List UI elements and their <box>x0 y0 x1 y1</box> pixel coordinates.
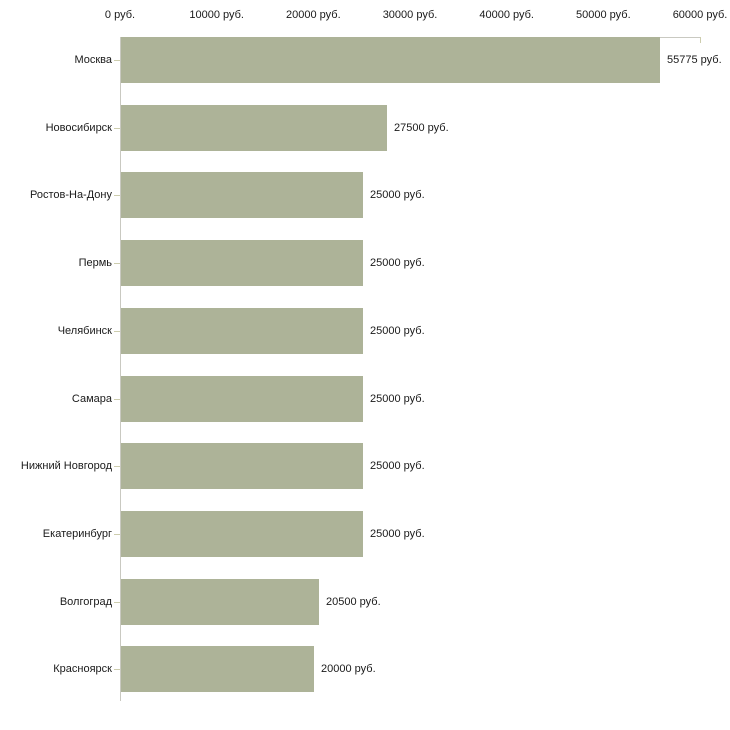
bar <box>121 37 660 83</box>
y-tick-mark <box>114 399 120 400</box>
y-category-label: Нижний Новгород <box>20 460 112 473</box>
y-tick-mark <box>114 195 120 196</box>
x-tick-label: 40000 руб. <box>479 9 534 21</box>
bar-value-label: 25000 руб. <box>370 392 425 405</box>
bar-value-label: 25000 руб. <box>370 189 425 202</box>
y-category-label: Москва <box>74 54 112 66</box>
bar <box>121 578 319 625</box>
bar-value-label: 20500 руб. <box>326 595 381 608</box>
y-category-label: Ростов-На-Дону <box>29 189 112 202</box>
x-tick-label: 50000 руб. <box>576 9 631 21</box>
x-tick-label: 20000 руб. <box>286 9 341 21</box>
y-tick-mark <box>114 602 120 603</box>
bar <box>121 307 363 354</box>
bar <box>121 443 363 490</box>
y-category-label: Екатеринбург <box>42 527 112 540</box>
bar-value-label: 25000 руб. <box>370 324 425 337</box>
y-category-label: Пермь <box>78 257 112 270</box>
y-category-label: Челябинск <box>57 324 112 337</box>
x-tick-label: 60000 руб. <box>672 9 728 21</box>
bar <box>121 510 363 557</box>
y-category-label: Красноярск <box>53 663 112 676</box>
bar <box>121 104 387 151</box>
bar <box>121 646 314 693</box>
y-category-label: Новосибирск <box>45 121 112 134</box>
bar <box>121 375 363 422</box>
bar-value-label: 25000 руб. <box>370 257 425 270</box>
bar-value-label: 55775 руб. <box>667 54 722 66</box>
y-tick-mark <box>114 128 120 129</box>
x-tick-mark <box>700 37 701 43</box>
bar-value-label: 27500 руб. <box>394 121 449 134</box>
y-tick-mark <box>114 534 120 535</box>
y-tick-mark <box>114 669 120 670</box>
bar-value-label: 25000 руб. <box>370 460 425 473</box>
y-axis-line <box>120 37 121 701</box>
x-tick-label: 0 руб. <box>104 9 136 21</box>
bar-value-label: 20000 руб. <box>321 663 376 676</box>
x-tick-label: 30000 руб. <box>382 9 438 21</box>
bar-value-label: 25000 руб. <box>370 527 425 540</box>
y-category-label: Самара <box>71 392 112 405</box>
bar <box>121 240 363 287</box>
y-tick-mark <box>114 263 120 264</box>
y-tick-mark <box>114 331 120 332</box>
y-category-label: Волгоград <box>59 595 112 608</box>
y-tick-mark <box>114 60 120 61</box>
x-tick-label: 10000 руб. <box>189 9 244 21</box>
bar <box>121 172 363 219</box>
y-tick-mark <box>114 466 120 467</box>
